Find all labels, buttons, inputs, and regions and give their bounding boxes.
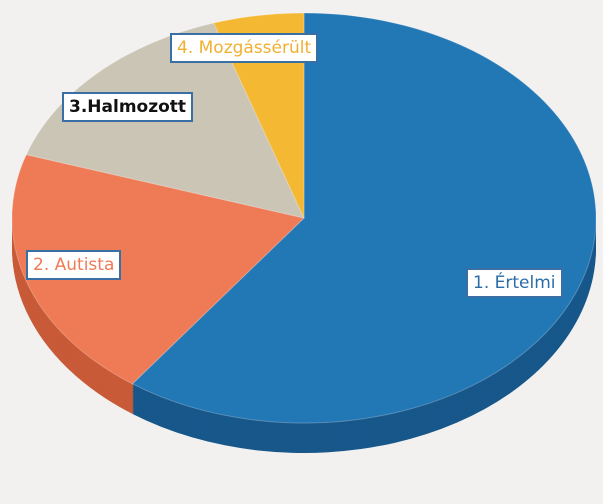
slice-label: 1. Értelmi bbox=[466, 268, 563, 298]
slice bbox=[213, 12, 305, 219]
slice bbox=[11, 154, 306, 385]
slice-label: 3.Halmozott bbox=[62, 92, 194, 122]
slice-label: 2. Autista bbox=[26, 250, 122, 280]
slice bbox=[131, 12, 597, 424]
slice-label: 4. Mozgássérült bbox=[170, 33, 319, 63]
